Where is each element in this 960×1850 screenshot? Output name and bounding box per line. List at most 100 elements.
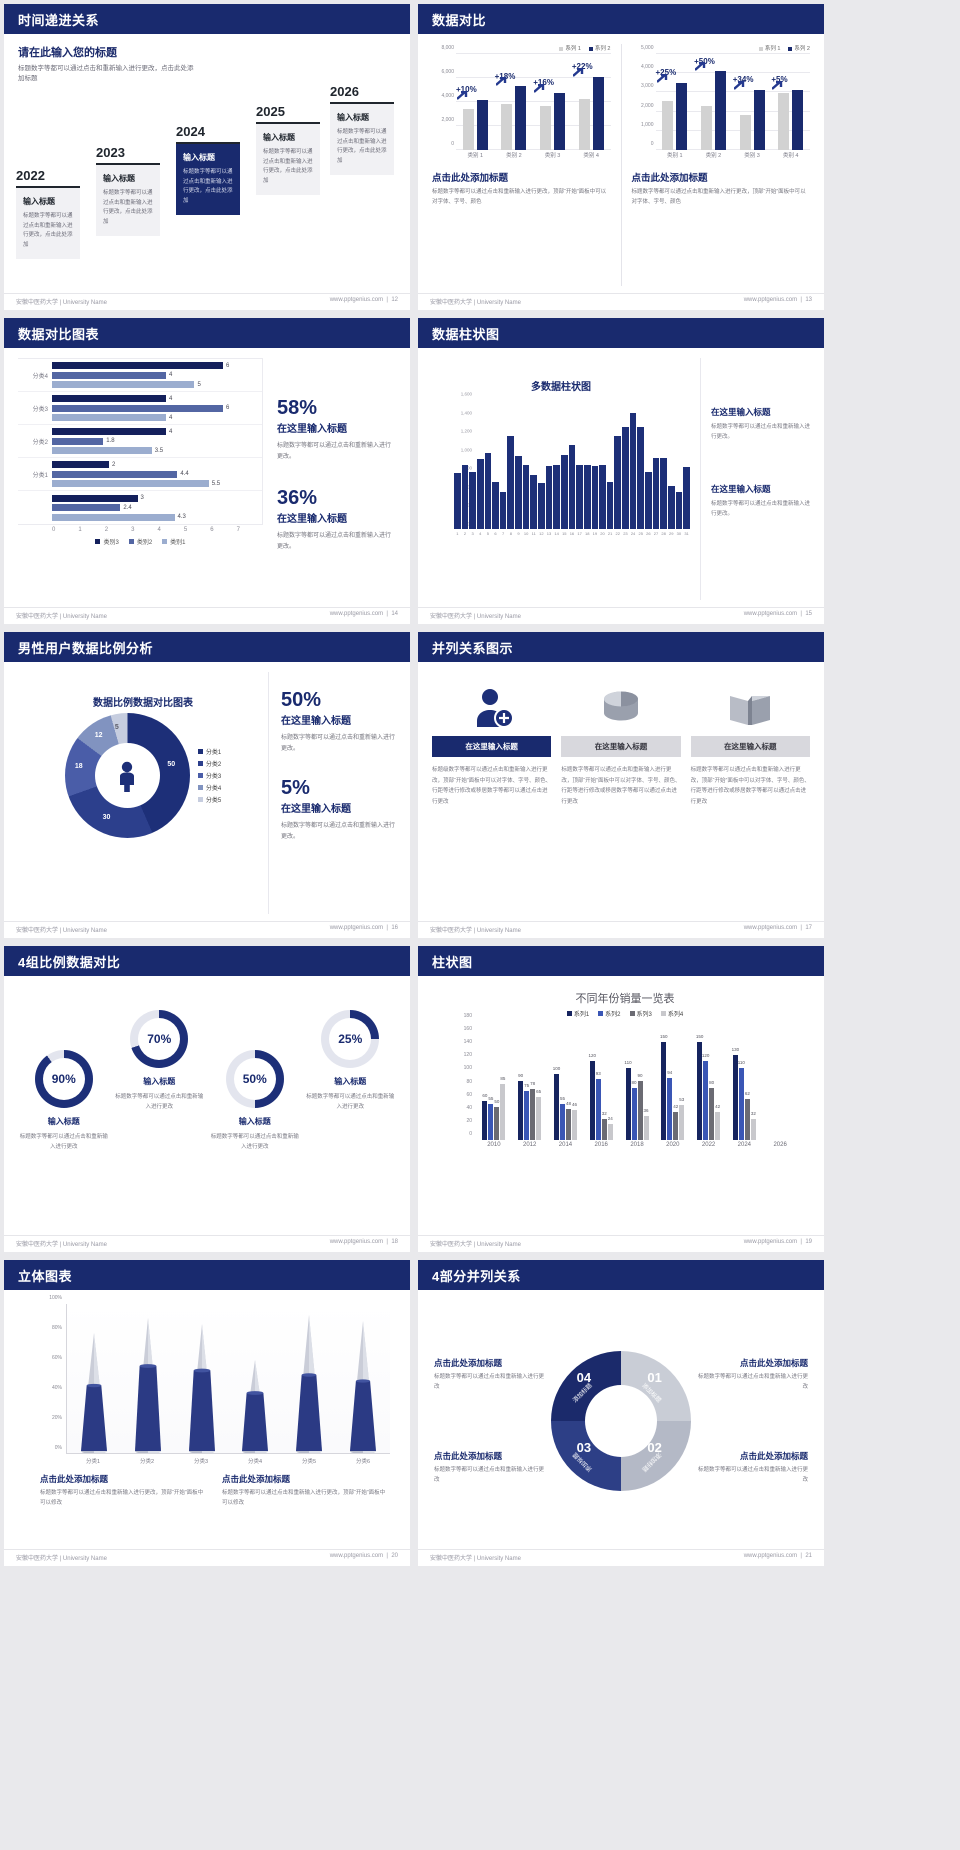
timeline-card[interactable]: 输入标题 标题数字等都可以通过点击和重新输入进行更改，点击此处添加 (330, 104, 394, 175)
bar-value: 94 (667, 1070, 673, 1076)
bar-value: 42 (673, 1104, 679, 1110)
bar-value: 90 (518, 1073, 524, 1078)
note-heading: 点击此处添加标题 (434, 1451, 503, 1461)
cone-shape (134, 1318, 161, 1453)
slide-13-footer: 安徽中医药大学 | University Name www.pptgenius.… (418, 293, 824, 306)
bar: 55 (488, 1096, 493, 1140)
feature-button[interactable]: 在这里输入标题 (432, 736, 552, 757)
y-tick: 20 (466, 1117, 472, 1124)
ring-item-2[interactable]: 70% 输入标题 标题数字等都可以通过点击和重新输入进行更改 (114, 1010, 206, 1113)
slide-16-footer: 安徽中医药大学 | University Name www.pptgenius.… (4, 921, 410, 934)
slide-16-body: 数据比例数据对比图表 50 30 18 12 5 分类1 分类2 分类3 分类4 分类5 (4, 662, 410, 924)
bar-value: 60 (482, 1092, 488, 1098)
timeline-item-2026[interactable]: 2026 输入标题 标题数字等都可以通过点击和重新输入进行更改，点击此处添加 (330, 84, 394, 175)
timeline-item-2022[interactable]: 2022 输入标题 标题数字等都可以通过点击和重新输入进行更改，点击此处添加 (16, 168, 80, 259)
x-tick: 2020 (666, 1142, 680, 1148)
stat-block: 5% 在这里输入标题 标题数字等都可以通过点击和重新输入进行更改。 (281, 778, 396, 844)
x-tick: 4 (157, 527, 161, 533)
x-tick: 13 (546, 531, 552, 536)
slide-20[interactable]: 立体图表 0% 20% 40% 60% 80% 100% 分类1 分类2 分类3 分类4 分类5 分… (4, 1260, 410, 1566)
timeline-card-heading: 输入标题 (103, 174, 135, 183)
slide-14[interactable]: 数据对比图表 分类4 6 4 5 分类3 4 6 4 分类2 4 1.8 3.5 分类1 2 4.4 5.5 3… (4, 318, 410, 624)
trend-arrow-icon (495, 77, 506, 87)
bar: 93 (596, 1071, 601, 1140)
bar-value: 110 (737, 1059, 745, 1065)
footer-university: 安徽中医药大学 | University Name (430, 1556, 521, 1562)
feature-button[interactable]: 在这里输入标题 (561, 736, 681, 757)
bar-line: 3 (52, 494, 262, 502)
slide-12[interactable]: 时间递进关系 请在此输入您的标题 标题数字等都可以通过点击和重新输入进行更改，点… (4, 4, 410, 310)
footer-university: 安徽中医药大学 | University Name (16, 928, 107, 934)
progress-ring: 90% (34, 1050, 93, 1108)
stat-subtitle: 在这里输入标题 (277, 513, 347, 525)
x-tick: 7 (236, 527, 240, 533)
slide-17-footer: 安徽中医药大学 | University Name www.pptgenius.… (418, 921, 824, 934)
bar-value: 80 (709, 1079, 715, 1085)
bar-line: 4 (52, 395, 262, 403)
slide-13[interactable]: 数据对比 系列 1 系列 2 0 2,000 4,000 6,000 8,000 +10% +… (418, 4, 824, 310)
x-tick: 4 (479, 531, 482, 536)
slide-18-title: 4组比例数据对比 (18, 954, 121, 970)
timeline-card[interactable]: 输入标题 标题数字等都可以通过点击和重新输入进行更改，点击此处添加 (16, 188, 80, 259)
x-tick: 类别 1 (467, 153, 484, 159)
timeline-card[interactable]: 输入标题 标题数字等都可以通过点击和重新输入进行更改，点击此处添加 (96, 165, 160, 236)
row-bars: 3 2.4 4.3 (52, 491, 262, 525)
footer-university: 安徽中医药大学 | University Name (16, 1242, 107, 1248)
x-axis: 类别 1 类别 2 类别 3 类别 4 (456, 151, 611, 164)
ring-item-4[interactable]: 25% 输入标题 标题数字等都可以通过点击和重新输入进行更改 (305, 1010, 397, 1113)
y-tick: 1,000 (460, 447, 472, 453)
timeline-card[interactable]: 输入标题 标题数字等都可以通过点击和重新输入进行更改，点击此处添加 (256, 124, 320, 195)
note-block: 点击此处添加标题 标题数字等都可以通过点击和重新输入进行更改 (697, 1450, 808, 1485)
bar-rows: 分类4 6 4 5 分类3 4 6 4 分类2 4 1.8 3.5 分类1 2 4.4 5.5 3 2.4 4.3 (18, 358, 263, 525)
bar-value: 32 (750, 1111, 756, 1117)
feature-column-1[interactable]: 在这里输入标题 标题级数字等都可以通过点击和重新输入进行更改，顶部“开始”面板中… (432, 680, 552, 914)
slide-18-body: 90% 输入标题 标题数字等都可以通过点击和重新输入进行更改 70% 输入标题 … (4, 976, 410, 1238)
footer-url: www.pptgenius.com | 17 (743, 925, 812, 931)
bar (52, 371, 166, 379)
x-tick: 2014 (558, 1142, 573, 1148)
bar-value: 2 (112, 461, 116, 468)
row-bars: 4 1.8 3.5 (52, 424, 262, 458)
bar: 90 (518, 1073, 523, 1140)
ring-item-1[interactable]: 90% 输入标题 标题数字等都可以通过点击和重新输入进行更改 (18, 1010, 110, 1153)
slide-17[interactable]: 并列关系图示 在这里输入标题 标题级数字等都可以通过点击和重新输入进行更改，顶部… (418, 632, 824, 938)
slide-21[interactable]: 4部分并列关系 点击此处添加标题 标题数字等都可以通过点击和重新输入进行更改 点… (418, 1260, 824, 1566)
stat-subtitle: 在这里输入标题 (277, 424, 347, 435)
bar: 150 (696, 1034, 703, 1140)
feature-column-2[interactable]: 在这里输入标题 标题数字等都可以通过点击和重新输入进行更改，顶部“开始”面板中可… (561, 680, 681, 914)
slide-19[interactable]: 柱状图 不同年份销量一览表 系列1 系列2 系列3 系列4 0 20 40 60 80 100 1… (418, 946, 824, 1252)
table-row: 分类2 4 1.8 3.5 (18, 425, 262, 458)
timeline-item-2025[interactable]: 2025 输入标题 标题数字等都可以通过点击和重新输入进行更改，点击此处添加 (256, 104, 320, 195)
slide-15[interactable]: 数据柱状图 多数据柱状图 2004006008001,0001,2001,400… (418, 318, 824, 624)
timeline-item-2024[interactable]: 2024 输入标题 标题数字等都可以通过点击和重新输入进行更改，点击此处添加 (176, 124, 240, 215)
ring-item-3[interactable]: 50% 输入标题 标题数字等都可以通过点击和重新输入进行更改 (209, 1010, 301, 1153)
footer-university: 安徽中医药大学 | University Name (430, 1242, 521, 1248)
timeline-rule (16, 186, 80, 188)
timeline-item-2023[interactable]: 2023 输入标题 标题数字等都可以通过点击和重新输入进行更改，点击此处添加 (96, 145, 160, 236)
bar-value: 53 (679, 1097, 685, 1103)
slice-value: 50 (167, 760, 176, 768)
x-tick: 类别 3 (744, 153, 760, 159)
chart-legend: 系列 1 系列 2 (632, 44, 810, 52)
slide-gallery: 时间递进关系 请在此输入您的标题 标题数字等都可以通过点击和重新输入进行更改，点… (4, 4, 824, 1566)
slide-16[interactable]: 男性用户数据比例分析 数据比例数据对比图表 50 30 18 12 5 分类1 分类2 分类… (4, 632, 410, 938)
slide-21-header: 4部分并列关系 (418, 1260, 824, 1290)
timeline-card-active[interactable]: 输入标题 标题数字等都可以通过点击和重新输入进行更改，点击此处添加 (176, 144, 240, 215)
chart-title: 不同年份销量一览表 (575, 993, 675, 1005)
feature-column-3[interactable]: 在这里输入标题 标题数字等都可以通过点击和重新输入进行更改，顶部“开始”面板中可… (690, 680, 810, 914)
bar-value: 5 (197, 381, 201, 388)
slide-20-header: 立体图表 (4, 1260, 410, 1290)
bar-value: 130 (731, 1046, 740, 1052)
slide-20-body: 0% 20% 40% 60% 80% 100% 分类1 分类2 分类3 分类4 分类5 分类6 点击… (4, 1290, 410, 1552)
cone-bar (77, 1304, 111, 1453)
y-tick: 80 (466, 1078, 472, 1085)
bar-value: 4 (169, 428, 173, 435)
chart-plot: 0 20 40 60 80 100 120 140 160 180 60 55 50 85 90 75 78 6… (464, 1013, 798, 1140)
slide-18[interactable]: 4组比例数据对比 90% 输入标题 标题数字等都可以通过点击和重新输入进行更改 … (4, 946, 410, 1252)
timeline-card-heading: 输入标题 (263, 133, 295, 142)
row-bars: 4 6 4 (52, 391, 262, 425)
x-tick: 2012 (522, 1142, 537, 1148)
feature-button[interactable]: 在这里输入标题 (690, 736, 810, 757)
bar-group: +5% (771, 54, 810, 150)
y-tick: 1,000 (640, 121, 654, 128)
